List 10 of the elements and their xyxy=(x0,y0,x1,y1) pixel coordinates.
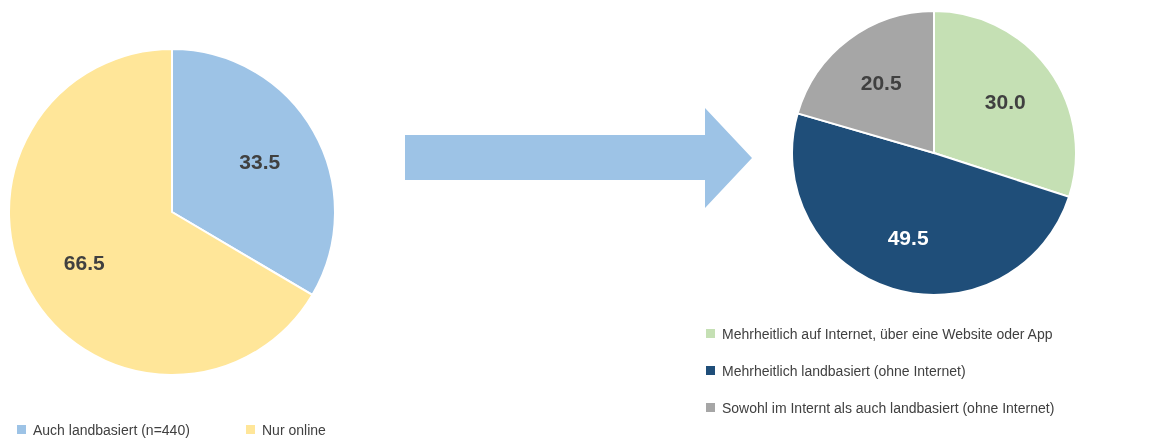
data-label: 33.5 xyxy=(239,150,281,174)
data-label: 20.5 xyxy=(860,71,902,95)
legend-label: Auch landbasiert (n=440) xyxy=(33,422,190,438)
legend-label: Nur online xyxy=(262,422,327,438)
legend-label: Mehrheitlich auf Internet, über eine Website oder App xyxy=(722,326,1053,342)
data-label: 66.5 xyxy=(63,250,105,274)
data-label: 30.0 xyxy=(984,89,1026,113)
data-label: 49.5 xyxy=(887,225,929,249)
legend-label: Mehrheitlich landbasiert (ohne Internet) xyxy=(722,363,966,379)
legend-label: Sowohl im Internt als auch landbasiert (ohne Internet) xyxy=(722,400,1055,416)
